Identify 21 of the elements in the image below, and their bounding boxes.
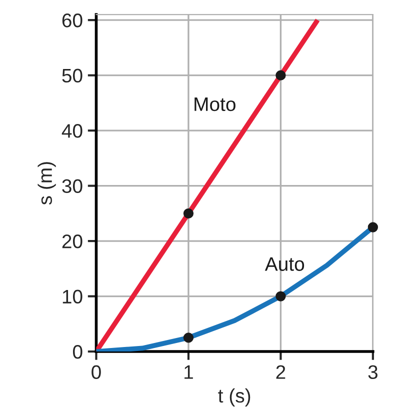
x-tick-label: 1: [184, 365, 193, 379]
y-tick-label: 50: [62, 68, 82, 83]
y-tick-label: 30: [62, 179, 82, 194]
line-series: [96, 18, 320, 352]
x-axis-title: t (s): [218, 388, 250, 407]
series-label: Moto: [194, 98, 236, 112]
y-tick-label: 0: [72, 344, 82, 359]
x-tick-label: 0: [92, 365, 101, 379]
y-tick-label: 10: [62, 290, 82, 304]
y-tick-label: 40: [62, 124, 82, 138]
y-tick-label: 20: [62, 234, 82, 248]
x-tick-label: 2: [276, 365, 286, 379]
x-tick-label: 3: [368, 365, 378, 379]
y-axis-title: s (m): [38, 162, 56, 205]
point: [368, 222, 378, 232]
point: [276, 70, 286, 80]
series-label: Auto: [264, 257, 304, 271]
point: [276, 291, 286, 302]
y-tick-label: 60: [62, 14, 82, 28]
point: [183, 332, 194, 343]
point: [183, 208, 194, 219]
